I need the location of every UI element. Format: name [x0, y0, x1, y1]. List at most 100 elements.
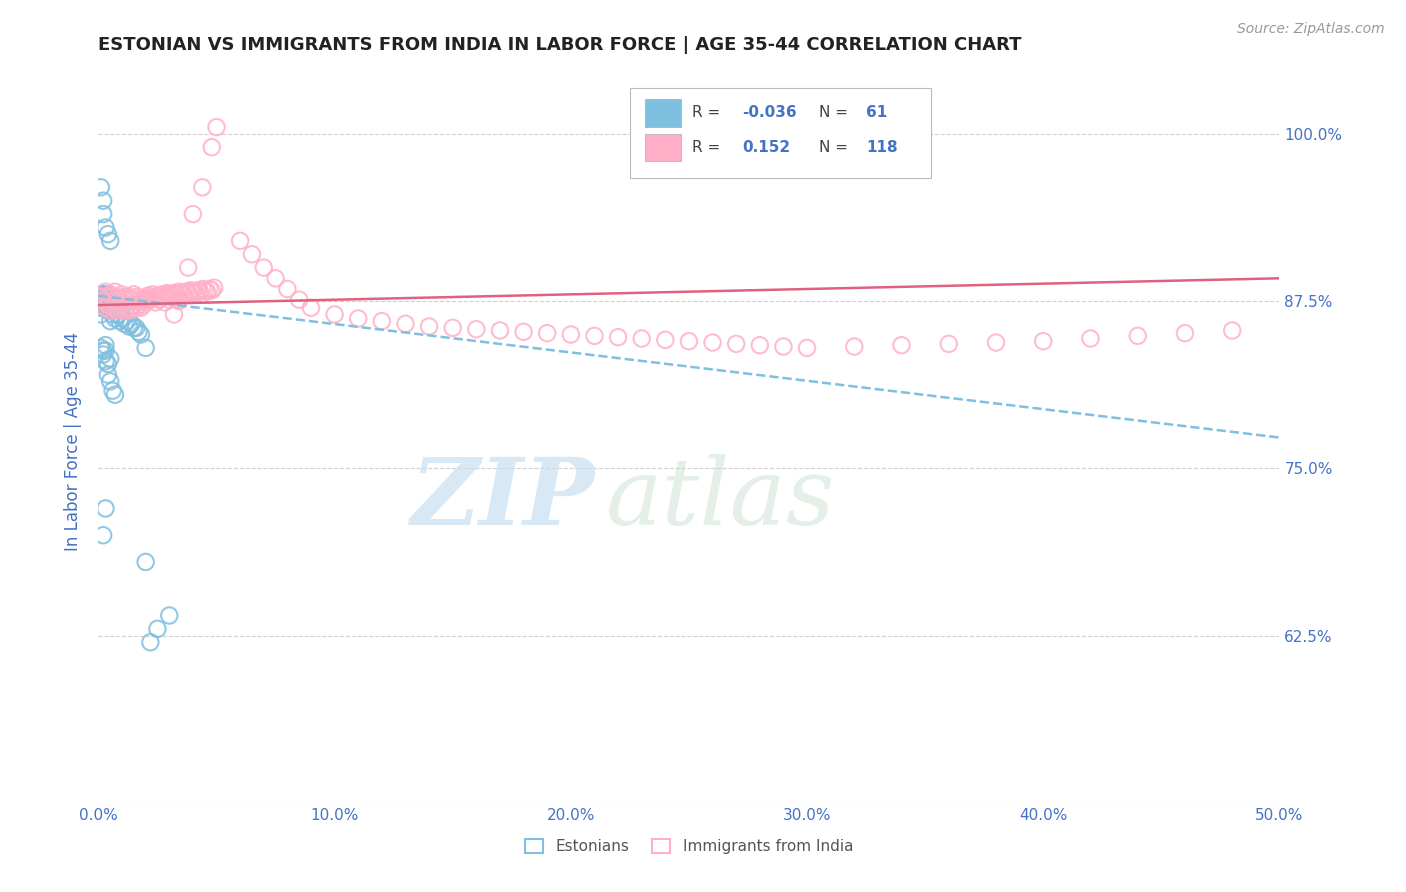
Point	[157, 608, 180, 623]
Point	[323, 308, 346, 322]
Point	[111, 295, 134, 310]
Point	[97, 290, 120, 304]
Point	[90, 341, 112, 355]
Point	[143, 290, 166, 304]
Point	[167, 285, 190, 299]
Point	[157, 287, 180, 301]
Point	[98, 314, 121, 328]
Point	[121, 293, 143, 307]
Point	[122, 321, 145, 335]
FancyBboxPatch shape	[645, 99, 681, 127]
Point	[90, 308, 112, 322]
Point	[104, 387, 127, 401]
Point	[108, 303, 131, 318]
Text: ESTONIAN VS IMMIGRANTS FROM INDIA IN LABOR FORCE | AGE 35-44 CORRELATION CHART: ESTONIAN VS IMMIGRANTS FROM INDIA IN LAB…	[98, 36, 1022, 54]
Text: ZIP: ZIP	[411, 454, 595, 544]
Point	[105, 308, 128, 322]
Point	[184, 285, 207, 300]
Point	[371, 314, 394, 328]
Point	[1220, 324, 1243, 338]
Point	[678, 334, 700, 349]
Point	[607, 330, 630, 344]
Point	[177, 260, 200, 275]
Point	[98, 293, 121, 307]
Point	[630, 332, 652, 346]
Text: -0.036: -0.036	[742, 105, 797, 120]
Point	[139, 293, 162, 307]
Point	[135, 341, 157, 355]
Point	[122, 298, 145, 312]
Point	[146, 622, 169, 636]
FancyBboxPatch shape	[630, 87, 931, 178]
Point	[104, 311, 127, 326]
Point	[112, 317, 135, 331]
Point	[299, 301, 322, 315]
Point	[202, 280, 225, 294]
Point	[129, 292, 152, 306]
Point	[115, 314, 138, 328]
Point	[98, 294, 121, 309]
Point	[129, 327, 152, 342]
Point	[128, 298, 150, 312]
Text: 0.152: 0.152	[742, 140, 790, 155]
Point	[94, 285, 117, 299]
Text: R =: R =	[693, 105, 721, 120]
Point	[139, 292, 162, 306]
Point	[174, 285, 197, 299]
Point	[149, 293, 172, 307]
Point	[94, 220, 117, 235]
Point	[347, 311, 370, 326]
Text: N =: N =	[818, 105, 848, 120]
Point	[142, 287, 165, 301]
Point	[118, 303, 141, 318]
Point	[177, 285, 200, 300]
Point	[91, 287, 114, 301]
Point	[135, 295, 157, 310]
Point	[229, 234, 252, 248]
Point	[97, 298, 120, 312]
Point	[90, 301, 112, 315]
Point	[111, 298, 134, 312]
Point	[654, 333, 676, 347]
Point	[583, 329, 606, 343]
Point	[195, 285, 218, 299]
Point	[149, 290, 172, 304]
Point	[111, 311, 134, 326]
Point	[153, 289, 176, 303]
Point	[112, 303, 135, 318]
Point	[187, 284, 209, 298]
Point	[98, 287, 121, 301]
Point	[198, 282, 221, 296]
Point	[441, 321, 464, 335]
Point	[181, 207, 204, 221]
Text: N =: N =	[818, 140, 848, 155]
Point	[91, 528, 114, 542]
Point	[90, 287, 112, 301]
Point	[163, 308, 186, 322]
Point	[90, 290, 112, 304]
Point	[288, 293, 311, 307]
Point	[135, 293, 157, 307]
Point	[94, 287, 117, 301]
Point	[101, 290, 124, 304]
Point	[139, 635, 162, 649]
Point	[725, 337, 748, 351]
Point	[94, 301, 117, 315]
Point	[91, 293, 114, 307]
Point	[129, 301, 152, 315]
Point	[748, 338, 770, 352]
Point	[94, 501, 117, 516]
Point	[101, 301, 124, 315]
Point	[94, 301, 117, 315]
Point	[536, 326, 558, 341]
Point	[132, 298, 155, 312]
Text: Source: ZipAtlas.com: Source: ZipAtlas.com	[1237, 22, 1385, 37]
Point	[97, 357, 120, 371]
Point	[489, 324, 512, 338]
Text: R =: R =	[693, 140, 721, 155]
Point	[104, 296, 127, 311]
Point	[105, 303, 128, 318]
Point	[1032, 334, 1054, 349]
Text: 118: 118	[866, 140, 897, 155]
Point	[97, 227, 120, 241]
